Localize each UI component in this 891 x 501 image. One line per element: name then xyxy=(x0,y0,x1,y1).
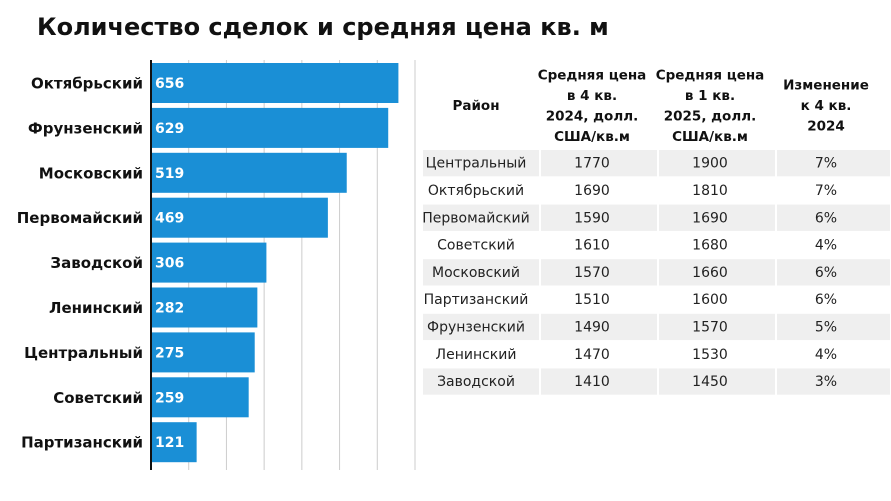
table-cell: 4% xyxy=(815,347,837,363)
row-band xyxy=(541,368,657,395)
row-band xyxy=(659,259,775,286)
category-label: Московский xyxy=(39,164,143,182)
category-label: Октябрьский xyxy=(31,75,143,93)
value-label: 629 xyxy=(155,121,184,137)
value-label: 259 xyxy=(155,390,184,406)
table-cell: 1690 xyxy=(574,183,610,199)
category-label: Фрунзенский xyxy=(28,119,143,137)
table-cell: 1570 xyxy=(574,265,610,281)
table-cell: 1590 xyxy=(574,210,610,226)
bar xyxy=(151,152,347,193)
chart-title: Количество сделок и средняя цена кв. м xyxy=(37,13,609,41)
table-cell: 1490 xyxy=(574,319,610,335)
row-band xyxy=(777,204,890,231)
row-band xyxy=(423,313,539,341)
table-cell: 1680 xyxy=(692,238,728,254)
table-cell: 1900 xyxy=(692,156,728,172)
row-band xyxy=(777,259,890,286)
row-band xyxy=(423,259,539,286)
bar xyxy=(151,63,399,103)
row-band xyxy=(659,313,775,341)
table-cell: Первомайский xyxy=(422,210,529,226)
row-band xyxy=(423,150,539,177)
table-cell: 1610 xyxy=(574,238,610,254)
value-label: 469 xyxy=(155,211,184,227)
table-cell: 1450 xyxy=(692,374,728,390)
category-label: Заводской xyxy=(50,254,143,272)
table-cell: 1470 xyxy=(574,347,610,363)
bar xyxy=(151,242,267,283)
value-label: 275 xyxy=(155,345,184,361)
table-cell: 1530 xyxy=(692,347,728,363)
column-header: Изменение к 4 кв. 2024 xyxy=(783,78,869,135)
category-label: Центральный xyxy=(24,344,143,362)
category-label: Советский xyxy=(53,389,143,407)
table-cell: 1660 xyxy=(692,265,728,281)
table-cell: 7% xyxy=(815,156,837,172)
category-label: Первомайский xyxy=(17,209,143,227)
row-band xyxy=(659,150,775,177)
bar xyxy=(151,422,197,463)
table-cell: Центральный xyxy=(426,156,527,172)
table-cell: Фрунзенский xyxy=(427,319,525,335)
bar xyxy=(151,107,389,148)
table-cell: 3% xyxy=(815,374,837,390)
value-label: 656 xyxy=(155,76,184,92)
category-label: Партизанский xyxy=(21,434,143,452)
column-header: Средняя цена в 4 кв. 2024, долл. США/кв.м xyxy=(538,67,647,145)
row-band xyxy=(541,259,657,286)
table-cell: 1770 xyxy=(574,156,610,172)
table-cell: Октябрьский xyxy=(428,183,524,199)
table-cell: Советский xyxy=(437,238,515,254)
table-cell: 1690 xyxy=(692,210,728,226)
value-label: 121 xyxy=(155,435,184,451)
table-cell: 5% xyxy=(815,319,837,335)
table-cell: 1410 xyxy=(574,374,610,390)
table-cell: Заводской xyxy=(437,374,515,390)
row-band xyxy=(777,313,890,341)
column-header: Средняя цена в 1 кв. 2025, долл. США/кв.м xyxy=(656,67,765,145)
value-label: 282 xyxy=(155,301,184,317)
table-cell: 6% xyxy=(815,210,837,226)
row-band xyxy=(541,150,657,177)
row-band xyxy=(777,368,890,395)
table-cell: Партизанский xyxy=(424,292,529,308)
table-cell: 6% xyxy=(815,292,837,308)
column-header: Район xyxy=(452,98,499,114)
row-band xyxy=(659,204,775,231)
row-band xyxy=(541,204,657,231)
table-cell: 7% xyxy=(815,183,837,199)
value-label: 519 xyxy=(155,166,184,182)
bar xyxy=(151,377,249,418)
row-band xyxy=(659,368,775,395)
table-cell: 4% xyxy=(815,238,837,254)
table-cell: Московский xyxy=(432,265,520,281)
row-band xyxy=(777,150,890,177)
table-cell: 1810 xyxy=(692,183,728,199)
row-band xyxy=(541,313,657,341)
table-cell: 1600 xyxy=(692,292,728,308)
value-label: 306 xyxy=(155,256,184,272)
table-cell: Ленинский xyxy=(436,347,517,363)
table-cell: 1510 xyxy=(574,292,610,308)
row-band xyxy=(423,204,539,231)
table-cell: 6% xyxy=(815,265,837,281)
bar xyxy=(151,197,328,238)
category-label: Ленинский xyxy=(49,299,143,317)
bar xyxy=(151,332,255,373)
row-band xyxy=(423,368,539,395)
table-cell: 1570 xyxy=(692,319,728,335)
bar xyxy=(151,287,258,328)
